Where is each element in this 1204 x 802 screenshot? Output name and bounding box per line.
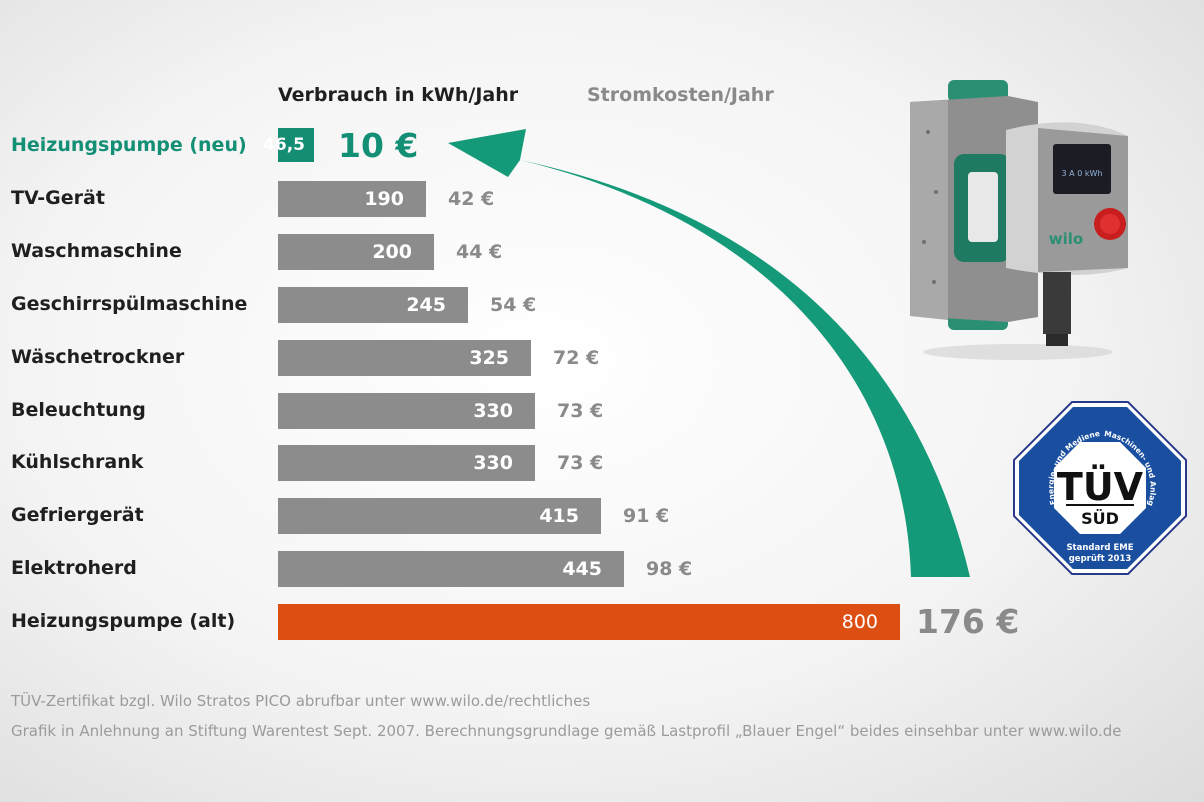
bar-value-label: 800 — [841, 611, 878, 634]
bar: 415 — [278, 498, 601, 535]
bar-value-label: 330 — [473, 452, 513, 475]
pump-display-text: 3 A 0 kWh — [1062, 169, 1103, 178]
category-label: Geschirrspülmaschine — [11, 292, 248, 315]
bar: 245 — [278, 286, 468, 323]
cost-label: 54 € — [490, 293, 537, 316]
pump-illustration: 3 A 0 kWh wilo — [910, 80, 1128, 360]
badge-year: geprüft 2013 — [1069, 554, 1132, 564]
cost-label: 44 € — [456, 240, 503, 263]
bar: 445 — [278, 551, 624, 588]
footnote-source: Grafik in Anlehnung an Stiftung Warentes… — [11, 722, 1122, 740]
category-label: Beleuchtung — [11, 398, 146, 421]
bar-value-label: 325 — [469, 346, 509, 369]
badge-standard: Standard EME — [1066, 543, 1133, 553]
category-label: TV-Gerät — [11, 186, 105, 209]
bar: 190 — [278, 180, 426, 217]
column-header-volume: Verbrauch in kWh/Jahr — [278, 84, 519, 106]
cost-label: 73 € — [557, 399, 604, 422]
bar: 330 — [278, 445, 535, 482]
category-label: Elektroherd — [11, 557, 137, 580]
savings-arrow — [448, 129, 970, 577]
bar: 200 — [278, 233, 434, 270]
cost-label: 91 € — [623, 505, 670, 528]
bar-value-label: 415 — [539, 505, 579, 528]
bar-value-label: 330 — [473, 399, 513, 422]
cost-label: 10 € — [338, 126, 419, 165]
category-label: Kühlschrank — [11, 451, 144, 474]
column-header-cost: Stromkosten/Jahr — [587, 84, 774, 106]
bar-value-label: 445 — [562, 558, 602, 581]
cost-label: 72 € — [553, 346, 600, 369]
footnote-certificate: TÜV-Zertifikat bzgl. Wilo Stratos PICO a… — [11, 692, 591, 710]
pump-brand-logo: wilo — [1049, 230, 1083, 248]
bar: 800 — [278, 604, 900, 641]
bar: 46,5 — [263, 128, 314, 162]
badge-wordmark: TÜV — [1057, 465, 1144, 509]
category-label: Gefriergerät — [11, 504, 144, 527]
category-label: Heizungspumpe (alt) — [11, 610, 236, 633]
category-label: Heizungspumpe (neu) — [11, 134, 247, 156]
bar-value-label: 190 — [364, 187, 404, 210]
bar: 330 — [278, 392, 535, 429]
cost-label: 98 € — [646, 558, 693, 581]
category-label: Waschmaschine — [11, 239, 182, 262]
bar-value-label: 46,5 — [263, 135, 305, 155]
bar: 325 — [278, 339, 531, 376]
cost-label: 42 € — [448, 187, 495, 210]
cost-label: 73 € — [557, 452, 604, 475]
tuv-sud-badge: Energie- und Medieneffizienz Maschinen- … — [1012, 400, 1187, 575]
bar-value-label: 245 — [406, 293, 446, 316]
badge-sub: SÜD — [1081, 509, 1119, 528]
category-label: Wäschetrockner — [11, 345, 185, 368]
cost-label: 176 € — [916, 602, 1020, 642]
bar-value-label: 200 — [372, 240, 412, 263]
